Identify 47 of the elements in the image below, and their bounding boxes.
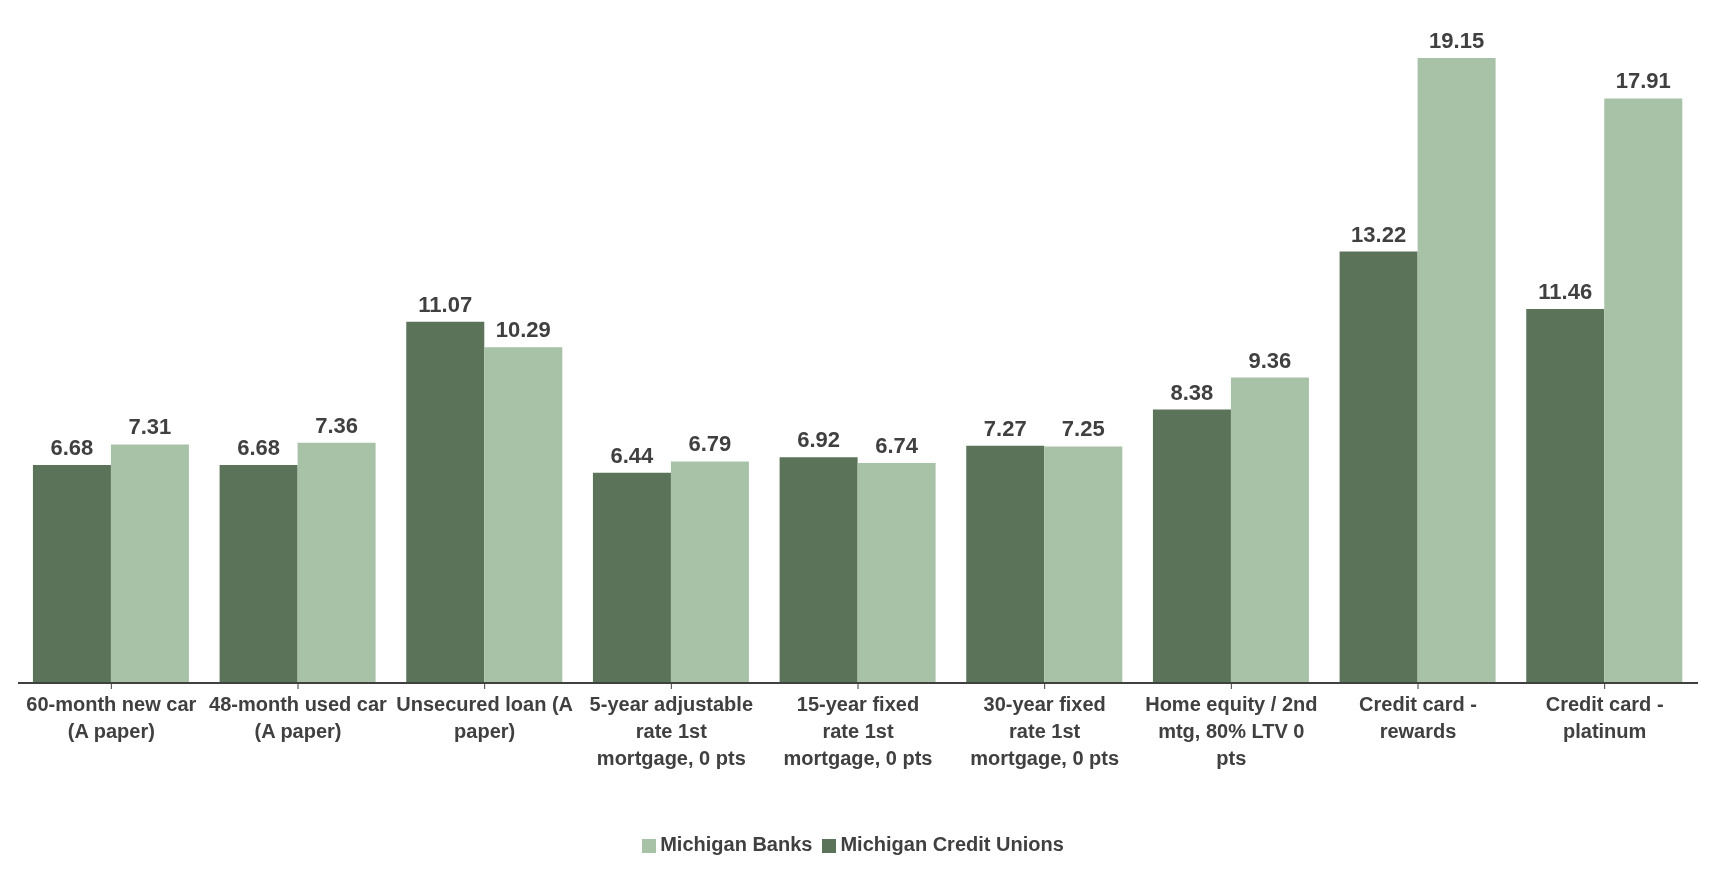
bar: [219, 464, 298, 683]
data-label: 10.29: [495, 317, 551, 343]
bar: [1417, 58, 1496, 683]
data-label: 6.79: [688, 431, 732, 457]
data-label: 17.91: [1615, 68, 1671, 94]
x-tick-label: 30-year fixed rate 1st mortgage, 0 pts: [970, 693, 1120, 769]
x-tick-label: Unsecured loan (A paper): [396, 693, 574, 742]
bar: [297, 442, 376, 683]
data-label: 13.22: [1351, 221, 1407, 247]
x-tick-label: Home equity / 2nd mtg, 80% LTV 0 pts: [1145, 693, 1318, 769]
bar: [1230, 377, 1309, 683]
bar: [1152, 409, 1231, 683]
bar: [857, 463, 936, 683]
bar: [670, 461, 749, 683]
data-label: 6.44: [610, 442, 655, 468]
data-label: 6.92: [797, 427, 841, 453]
data-label: 7.25: [1061, 416, 1105, 442]
bar: [406, 321, 485, 683]
bar: [779, 457, 858, 683]
x-tick-label: Credit card - platinum: [1545, 693, 1664, 742]
data-label: 11.07: [418, 291, 473, 317]
data-label: 11.46: [1538, 278, 1593, 304]
legend-label: Michigan Credit Unions: [840, 833, 1064, 855]
bar: [966, 445, 1045, 683]
x-tick-label: Credit card - rewards: [1359, 693, 1477, 742]
data-label: 19.15: [1429, 28, 1485, 53]
bar: [1339, 251, 1418, 683]
data-label: 9.36: [1248, 347, 1292, 373]
x-tick-label: 15-year fixed rate 1st mortgage, 0 pts: [783, 693, 933, 769]
data-label: 7.36: [315, 412, 359, 438]
data-label: 7.31: [128, 414, 172, 440]
data-label: 6.74: [875, 433, 919, 459]
bar: [592, 472, 671, 683]
bar: [1604, 98, 1683, 683]
data-label: 6.68: [50, 434, 94, 460]
legend-label: Michigan Banks: [660, 833, 813, 855]
data-label: 7.27: [983, 415, 1027, 441]
x-tick-label: 60-month new car (A paper): [26, 693, 197, 742]
data-label: 8.38: [1170, 379, 1214, 405]
bar: [1044, 446, 1123, 683]
x-tick-label: 48-month used car (A paper): [209, 693, 388, 742]
bar: [484, 347, 563, 683]
bar: [32, 464, 111, 683]
x-tick-label: 5-year adjustable rate 1st mortgage, 0 pts: [589, 693, 754, 769]
bar: [110, 444, 189, 683]
data-label: 6.68: [237, 434, 281, 460]
bar: [1526, 308, 1605, 683]
